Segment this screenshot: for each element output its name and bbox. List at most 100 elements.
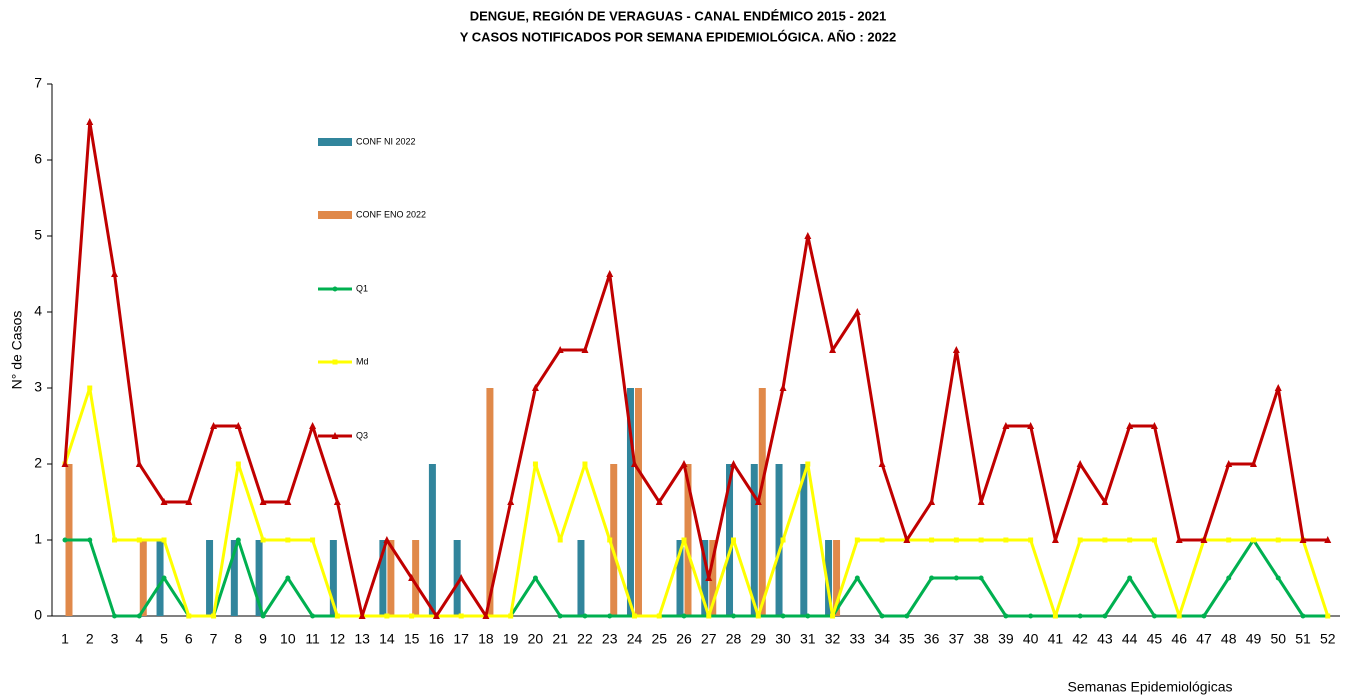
x-tick-label: 12 (330, 631, 346, 647)
marker (432, 612, 440, 619)
marker (655, 498, 663, 505)
bar (701, 540, 709, 616)
y-tick-label: 4 (34, 303, 42, 319)
y-tick-label: 1 (34, 531, 42, 547)
marker (135, 460, 143, 467)
marker (854, 575, 860, 581)
marker (384, 613, 390, 619)
marker (606, 270, 614, 277)
x-tick-label: 30 (775, 631, 791, 647)
marker (730, 460, 738, 467)
marker (1275, 537, 1281, 543)
x-tick-label: 22 (577, 631, 593, 647)
line (65, 538, 1328, 618)
marker (977, 498, 985, 505)
x-tick-label: 32 (825, 631, 841, 647)
marker (805, 613, 811, 619)
marker (87, 537, 93, 543)
marker (1003, 537, 1009, 543)
bar (486, 388, 494, 616)
marker (1225, 460, 1233, 467)
marker (332, 286, 338, 292)
x-tick-label: 13 (354, 631, 370, 647)
bar (156, 540, 164, 616)
marker (1176, 613, 1182, 619)
marker (731, 537, 737, 543)
x-tick-label: 43 (1097, 631, 1113, 647)
x-tick-label: 52 (1320, 631, 1336, 647)
marker (211, 613, 217, 619)
marker (161, 575, 167, 581)
marker (111, 270, 119, 277)
marker (754, 498, 762, 505)
x-tick-label: 31 (800, 631, 816, 647)
marker (358, 612, 366, 619)
x-tick-label: 15 (404, 631, 420, 647)
marker (706, 613, 712, 619)
x-axis-label: Semanas Epidemiológicas (1068, 679, 1233, 695)
marker (1151, 537, 1157, 543)
x-tick-label: 29 (750, 631, 766, 647)
marker (1051, 536, 1059, 543)
marker (136, 613, 142, 619)
x-tick-label: 28 (726, 631, 742, 647)
marker (309, 422, 317, 429)
marker (582, 461, 588, 467)
marker (557, 613, 563, 619)
x-tick-label: 41 (1048, 631, 1064, 647)
legend-swatch (318, 211, 352, 219)
legend-label: Q1 (356, 283, 368, 293)
marker (804, 232, 812, 239)
x-tick-label: 19 (503, 631, 519, 647)
x-tick-label: 10 (280, 631, 296, 647)
marker (1175, 536, 1183, 543)
marker (334, 613, 340, 619)
marker (333, 498, 341, 505)
legend-label: Q3 (356, 430, 368, 440)
marker (581, 346, 589, 353)
bar (139, 540, 147, 616)
x-tick-label: 26 (676, 631, 692, 647)
marker (1226, 537, 1232, 543)
x-tick-label: 34 (874, 631, 890, 647)
marker (779, 384, 787, 391)
marker (160, 498, 168, 505)
marker (508, 613, 514, 619)
marker (953, 537, 959, 543)
bar (676, 540, 684, 616)
marker (284, 498, 292, 505)
bar (428, 464, 436, 616)
marker (731, 613, 737, 619)
x-tick-label: 42 (1072, 631, 1088, 647)
marker (830, 613, 836, 619)
x-tick-label: 37 (949, 631, 965, 647)
x-tick-label: 38 (973, 631, 989, 647)
marker (1324, 536, 1332, 543)
y-tick-label: 7 (34, 75, 42, 91)
marker (680, 460, 688, 467)
bar (750, 464, 758, 616)
bar (329, 540, 337, 616)
marker (780, 613, 786, 619)
bar (833, 540, 841, 616)
x-tick-label: 27 (701, 631, 717, 647)
x-tick-label: 47 (1196, 631, 1212, 647)
bar (709, 540, 717, 616)
marker (1102, 537, 1108, 543)
marker (1200, 536, 1208, 543)
marker (1102, 613, 1108, 619)
x-tick-label: 16 (429, 631, 445, 647)
x-tick-label: 45 (1147, 631, 1163, 647)
bar (726, 464, 734, 616)
marker (1299, 536, 1307, 543)
marker (112, 613, 118, 619)
bar (800, 464, 808, 616)
bar (230, 540, 238, 616)
marker (1076, 460, 1084, 467)
marker (556, 346, 564, 353)
bar (610, 464, 618, 616)
x-tick-label: 39 (998, 631, 1014, 647)
marker (210, 422, 218, 429)
marker (285, 575, 291, 581)
x-tick-label: 3 (111, 631, 119, 647)
